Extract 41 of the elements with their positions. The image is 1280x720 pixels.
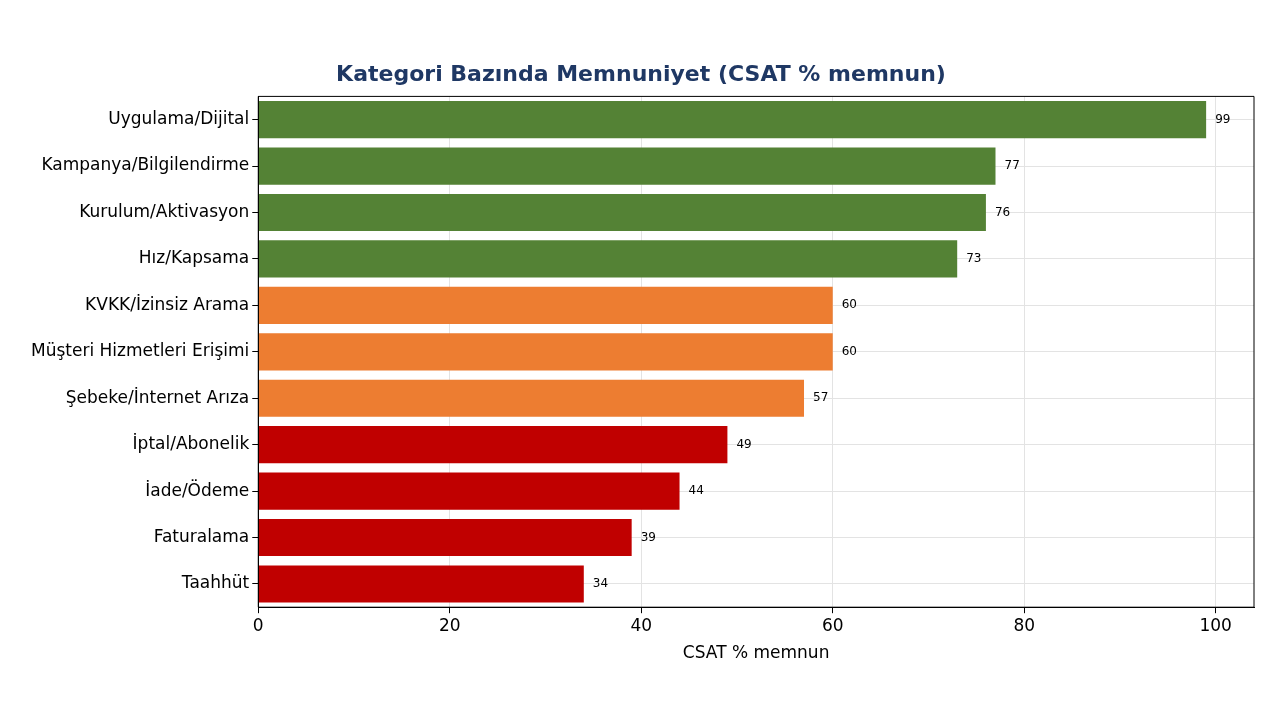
- bar: [258, 193, 986, 232]
- data-label: 77: [1004, 158, 1020, 173]
- data-label: 73: [966, 251, 982, 266]
- bar: [258, 565, 584, 603]
- data-label: 60: [841, 297, 858, 312]
- data-label: 39: [640, 529, 656, 544]
- bar: [258, 518, 632, 557]
- y-tick-label: Hız/Kapsama: [138, 247, 250, 268]
- y-tick-label: KVKK/İzinsiz Arama: [85, 293, 250, 314]
- chart-title: Kategori Bazında Memnuniyet (CSAT % memnun): [336, 60, 946, 86]
- x-tick-label: 100: [1199, 614, 1232, 635]
- y-tick-label: Uygulama/Dijital: [108, 108, 250, 129]
- y-tick-label: İptal/Abonelik: [132, 433, 250, 454]
- x-tick-label: 20: [438, 614, 461, 635]
- y-tick-label: Kurulum/Aktivasyon: [79, 200, 250, 221]
- bar: [258, 333, 833, 371]
- bar: [258, 426, 728, 464]
- y-tick-label: Şebeke/İnternet Arıza: [65, 386, 250, 407]
- x-tick-label: 40: [630, 614, 653, 635]
- bar: [258, 240, 958, 278]
- data-label: 44: [688, 483, 704, 498]
- y-tick-label: Müşteri Hizmetleri Erişimi: [30, 340, 250, 361]
- x-axis-title: CSAT % memnun: [682, 642, 830, 663]
- data-label: 99: [1215, 111, 1231, 126]
- y-tick-label: İade/Ödeme: [145, 478, 250, 500]
- data-label: 49: [736, 436, 752, 451]
- bar: [258, 147, 996, 185]
- data-label: 60: [841, 343, 858, 358]
- bar: [258, 286, 833, 324]
- data-label: 57: [813, 390, 829, 405]
- y-tick-label: Kampanya/Bilgilendirme: [41, 154, 250, 175]
- bar: [258, 472, 680, 510]
- data-label: 34: [592, 576, 609, 591]
- x-tick-label: 60: [821, 614, 844, 635]
- y-tick-label: Faturalama: [153, 525, 250, 546]
- bar: [258, 379, 805, 417]
- y-tick-label: Taahhüt: [180, 572, 250, 593]
- bar: [258, 101, 1207, 139]
- x-tick-label: 0: [252, 614, 264, 635]
- x-tick-label: 80: [1013, 614, 1036, 635]
- data-label: 76: [994, 204, 1011, 219]
